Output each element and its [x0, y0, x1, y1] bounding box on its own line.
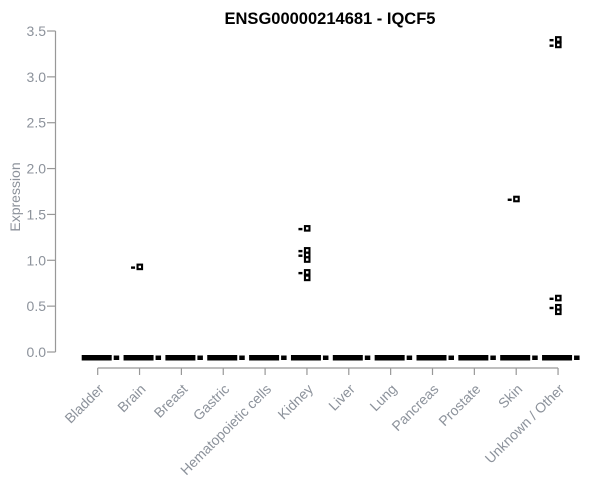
overlapping-sample-dash	[298, 254, 303, 257]
overlapping-sample-dash	[549, 297, 554, 301]
zero-cluster-bar-tail	[239, 355, 245, 360]
overlapping-sample-dash	[549, 38, 554, 42]
x-category-label: Kidney	[274, 381, 316, 423]
sample-point-marker	[303, 256, 311, 263]
zero-cluster-bar-tail	[448, 355, 454, 360]
zero-cluster-bar	[542, 355, 573, 361]
x-category-label: Pancreas	[388, 381, 441, 434]
x-category-label: Unknown / Other	[482, 381, 568, 467]
sample-point-marker	[513, 195, 520, 203]
zero-cluster-bar	[165, 355, 196, 361]
y-tick-label: 3.0	[27, 69, 47, 85]
data-points	[81, 36, 580, 361]
x-category-label: Liver	[325, 381, 358, 414]
zero-cluster-bar-tail	[490, 355, 496, 360]
zero-cluster-bar	[500, 355, 531, 361]
y-tick-label: 1.0	[27, 252, 47, 268]
zero-cluster-bar-tail	[574, 355, 580, 360]
zero-cluster-bar-tail	[281, 355, 287, 360]
zero-cluster-bar-tail	[113, 355, 120, 360]
y-tick-label: 1.5	[27, 206, 47, 222]
zero-cluster-bar	[458, 355, 489, 361]
sample-point-marker	[136, 263, 144, 271]
zero-cluster-bar	[249, 355, 280, 361]
x-category-label: Prostate	[435, 381, 483, 429]
y-tick-label: 3.5	[27, 23, 47, 39]
sample-point-marker	[554, 308, 562, 316]
overlapping-sample-dash	[298, 249, 303, 253]
zero-cluster-bar	[207, 355, 238, 361]
sample-point-marker	[554, 294, 562, 302]
zero-cluster-bar-tail	[155, 355, 162, 360]
sample-point-marker	[303, 269, 311, 276]
chart-title: ENSG00000214681 - IQCF5	[225, 10, 436, 28]
y-axis-label: Expression	[7, 162, 23, 231]
zero-cluster-bar-tail	[197, 355, 203, 360]
zero-cluster-bar-tail	[406, 355, 413, 360]
x-category-label: Breast	[151, 381, 191, 421]
overlapping-sample-dash	[549, 306, 554, 310]
overlapping-sample-dash	[131, 266, 136, 269]
sample-point-marker	[554, 36, 562, 43]
zero-cluster-bar-tail	[532, 355, 538, 360]
x-category-label: Brain	[114, 381, 148, 415]
sample-point-marker	[303, 274, 311, 282]
sample-point-marker	[303, 225, 311, 232]
y-tick-label: 2.0	[27, 161, 47, 177]
zero-cluster-bar	[416, 355, 447, 361]
zero-cluster-bar	[374, 355, 405, 361]
overlapping-sample-dash	[507, 198, 512, 201]
x-category-label: Bladder	[61, 381, 107, 427]
x-category-label: Skin	[495, 381, 526, 412]
y-tick-label: 2.5	[27, 115, 47, 131]
zero-cluster-bar-tail	[322, 355, 329, 360]
zero-cluster-bar	[123, 355, 154, 361]
zero-cluster-bar	[81, 355, 112, 361]
x-category-label: Lung	[366, 381, 399, 414]
axes: 0.0 0.5 1.0 1.5 2.0 2.5 3.0 3.5 Bladder Brain Brea…	[27, 23, 568, 478]
overlapping-sample-dash	[298, 271, 303, 275]
y-tick-label: 0.0	[27, 344, 47, 360]
zero-cluster-bar	[332, 355, 363, 361]
overlapping-sample-dash	[298, 227, 303, 231]
y-tick-label: 0.5	[27, 298, 47, 314]
overlapping-sample-dash	[549, 44, 554, 47]
zero-cluster-bar	[290, 355, 321, 361]
zero-cluster-bar-tail	[364, 355, 371, 360]
sample-point-marker	[554, 41, 562, 49]
